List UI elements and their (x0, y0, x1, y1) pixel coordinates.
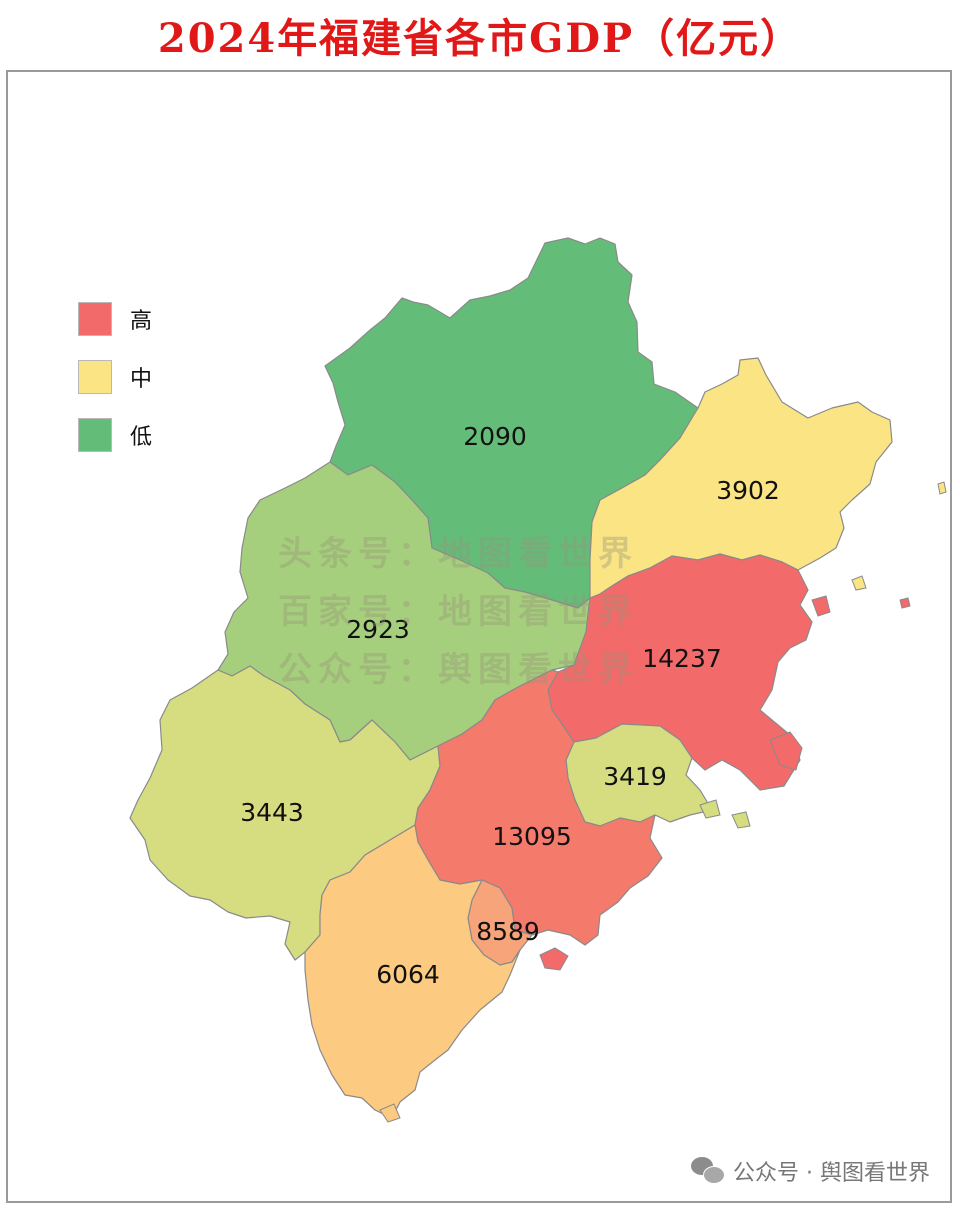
watermark-line-2: 百家号：地图看世界 (278, 592, 638, 632)
footer-text: 公众号 · 舆图看世界 (733, 1161, 930, 1186)
region-south[interactable] (304, 824, 521, 1119)
value-label-north: 2090 (463, 422, 527, 451)
coastal-islands (379, 481, 947, 1123)
region-northeast[interactable] (589, 357, 893, 599)
legend-item-low: 低 (78, 406, 152, 464)
wechat-icon (691, 1157, 726, 1185)
legend-item-medium: 中 (78, 348, 152, 406)
legend-swatch-medium (78, 360, 112, 394)
value-label-south: 6064 (376, 960, 440, 989)
map-title: 2024年福建省各市GDP（亿元） (157, 15, 803, 62)
value-label-northeast: 3902 (716, 476, 780, 505)
value-label-south-inset: 8589 (476, 917, 540, 946)
map-legend: 高 中 低 (78, 290, 152, 464)
legend-item-high: 高 (78, 290, 152, 348)
watermark-line-3: 公众号：舆图看世界 (278, 650, 638, 690)
legend-label-medium: 中 (130, 367, 153, 392)
watermark-line-1: 头条号：地图看世界 (278, 534, 638, 574)
value-label-northwest: 2923 (346, 615, 410, 644)
legend-label-low: 低 (130, 425, 153, 450)
legend-label-high: 高 (130, 309, 153, 334)
value-label-central-coast: 3419 (603, 762, 667, 791)
legend-swatch-low (78, 418, 112, 452)
footer-attribution: 公众号 · 舆图看世界 (691, 1155, 930, 1187)
legend-swatch-high (78, 302, 112, 336)
value-label-west: 3443 (240, 798, 304, 827)
value-label-south-central: 13095 (492, 822, 572, 851)
value-label-east-coast: 14237 (642, 644, 722, 673)
